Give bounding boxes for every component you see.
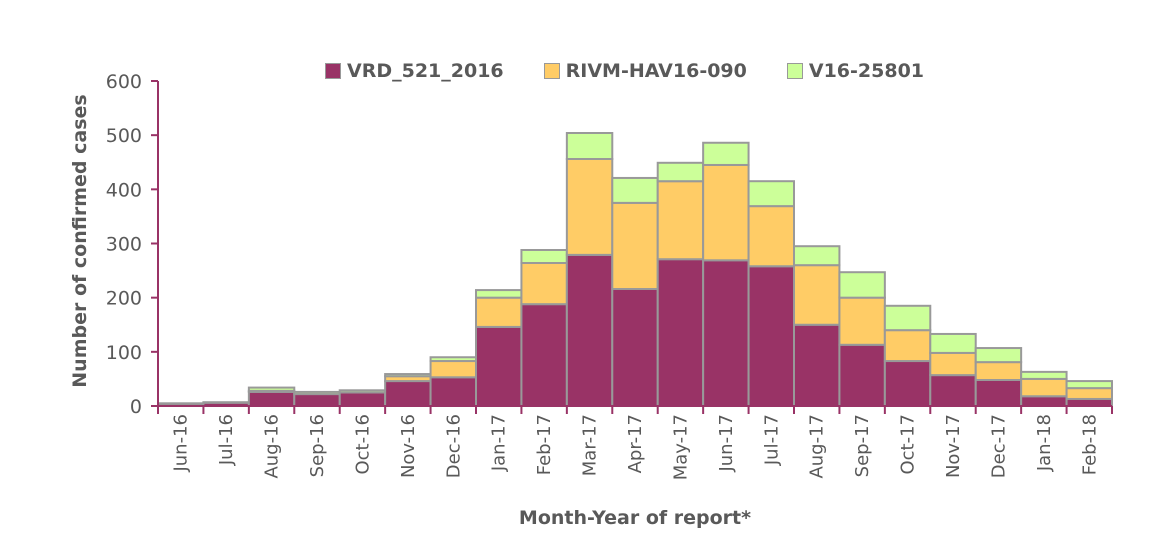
- legend-item-rivm: RIVM-HAV16-090: [543, 60, 747, 82]
- x-tick-label: Feb-17: [534, 414, 555, 475]
- bar-vrd-521-2016: [384, 380, 432, 408]
- x-tick-label: Aug-17: [807, 414, 828, 479]
- bar-vrd-521-2016: [611, 288, 659, 407]
- bar-v16-25801: [838, 271, 886, 299]
- bar-vrd-521-2016: [293, 393, 341, 408]
- y-tick-label: 200: [106, 288, 142, 310]
- x-tick-label: Jul-17: [761, 414, 782, 466]
- legend-label: V16-25801: [808, 60, 925, 82]
- y-tick-label: 0: [130, 396, 142, 418]
- bar-v16-25801: [157, 402, 205, 405]
- x-tick-label: Sep-16: [307, 414, 328, 477]
- bar-v16-25801: [475, 289, 523, 299]
- bar-vrd-521-2016: [338, 391, 387, 408]
- legend-item-v16: V16-25801: [786, 60, 925, 82]
- x-tick-label: Dec-16: [443, 414, 464, 478]
- x-tick-label: Apr-17: [625, 414, 646, 473]
- bar-v16-25801: [656, 161, 705, 183]
- bar-rivm-hav16-090: [974, 361, 1023, 381]
- bar-rivm-hav16-090: [1065, 387, 1113, 400]
- bar-v16-25801: [338, 389, 387, 394]
- bar-v16-25801: [520, 249, 568, 264]
- y-tick-label: 100: [106, 342, 142, 364]
- bar-rivm-hav16-090: [475, 296, 523, 328]
- x-tick-label: Jun-17: [716, 414, 737, 473]
- bar-vrd-521-2016: [520, 303, 568, 407]
- bar-rivm-hav16-090: [702, 163, 750, 262]
- bar-rivm-hav16-090: [838, 296, 886, 346]
- x-tick-label: Jun-16: [171, 414, 192, 473]
- y-tick-label: 400: [106, 179, 142, 201]
- legend-label: VRD_521_2016: [347, 60, 504, 82]
- bar-rivm-hav16-090: [565, 158, 614, 256]
- bar-rivm-hav16-090: [656, 180, 705, 261]
- bar-v16-25801: [974, 347, 1023, 364]
- bar-v16-25801: [247, 386, 296, 392]
- bar-vrd-521-2016: [883, 360, 932, 407]
- legend-label: RIVM-HAV16-090: [565, 60, 747, 82]
- bar-v16-25801: [1065, 380, 1113, 390]
- bar-rivm-hav16-090: [429, 360, 478, 379]
- x-tick-label: May-17: [670, 414, 691, 480]
- bar-v16-25801: [384, 373, 432, 378]
- x-tick-label: Sep-17: [852, 414, 873, 477]
- bar-vrd-521-2016: [838, 343, 886, 407]
- legend-swatch: [543, 63, 560, 79]
- bar-rivm-hav16-090: [520, 262, 568, 306]
- x-tick-label: Jul-16: [216, 414, 237, 466]
- x-tick-label: Nov-17: [943, 414, 964, 478]
- bar-rivm-hav16-090: [747, 205, 795, 268]
- bar-v16-25801: [793, 245, 841, 267]
- bar-v16-25801: [611, 176, 659, 204]
- legend-swatch: [786, 63, 803, 79]
- x-tick-label: Oct-17: [898, 414, 919, 475]
- x-tick-label: Aug-16: [262, 414, 283, 479]
- bar-v16-25801: [883, 304, 932, 332]
- bar-v16-25801: [202, 401, 250, 404]
- bar-vrd-521-2016: [565, 253, 614, 407]
- bar-v16-25801: [429, 356, 478, 363]
- x-tick-label: Jan-17: [489, 414, 510, 472]
- bar-vrd-521-2016: [475, 325, 523, 407]
- y-axis-title: Number of confirmed cases: [69, 94, 91, 388]
- bar-rivm-hav16-090: [929, 351, 977, 377]
- bar-rivm-hav16-090: [793, 264, 841, 326]
- bar-v16-25801: [1020, 370, 1068, 380]
- bar-vrd-521-2016: [747, 265, 795, 407]
- bar-rivm-hav16-090: [611, 201, 659, 290]
- bar-v16-25801: [293, 390, 341, 396]
- legend-item-vrd: VRD_521_2016: [325, 60, 504, 82]
- x-tick-label: Nov-16: [398, 414, 419, 478]
- x-tick-label: Mar-17: [580, 414, 601, 476]
- x-tick-label: Jan-18: [1034, 414, 1055, 472]
- bar-rivm-hav16-090: [1020, 377, 1068, 398]
- bar-vrd-521-2016: [702, 259, 750, 407]
- bar-vrd-521-2016: [656, 258, 705, 408]
- bar-rivm-hav16-090: [883, 329, 932, 363]
- legend: VRD_521_2016 RIVM-HAV16-090 V16-25801: [325, 60, 924, 82]
- bar-vrd-521-2016: [1065, 397, 1113, 408]
- y-tick-label: 300: [106, 234, 142, 256]
- legend-swatch: [325, 63, 341, 79]
- x-axis-title: Month-Year of report*: [518, 507, 752, 529]
- bar-vrd-521-2016: [247, 390, 296, 407]
- x-tick-label: Dec-17: [988, 414, 1009, 478]
- bar-vrd-521-2016: [429, 376, 478, 407]
- bar-vrd-521-2016: [1020, 395, 1068, 407]
- bar-vrd-521-2016: [793, 323, 841, 407]
- bar-vrd-521-2016: [974, 379, 1023, 407]
- bar-v16-25801: [747, 180, 795, 208]
- y-tick-label: 600: [106, 71, 142, 93]
- bar-v16-25801: [565, 132, 614, 160]
- y-tick-label: 500: [106, 125, 142, 147]
- x-tick-label: Oct-16: [352, 414, 373, 475]
- bar-vrd-521-2016: [929, 374, 977, 407]
- x-tick-label: Feb-18: [1079, 414, 1100, 475]
- bar-v16-25801: [702, 141, 750, 166]
- bar-v16-25801: [929, 332, 977, 354]
